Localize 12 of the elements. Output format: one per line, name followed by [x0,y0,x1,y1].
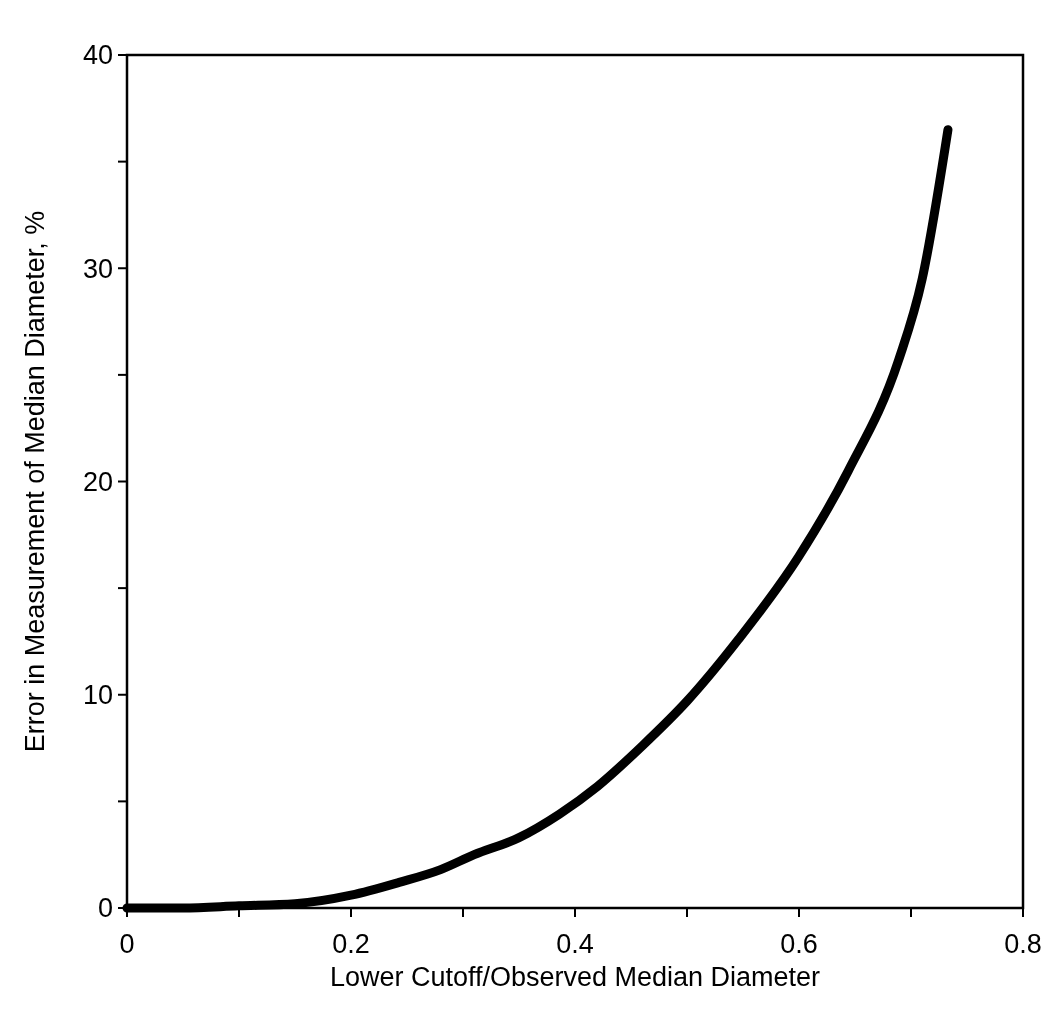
x-tick-label: 0.8 [1004,929,1042,959]
x-tick-label: 0 [119,929,135,959]
y-tick-label: 30 [82,253,113,284]
y-tick-label: 40 [82,40,113,71]
y-axis-title: Error in Measurement of Median Diameter, % [20,210,50,753]
x-tick-label: 0.4 [556,929,594,959]
x-tick-label: 0.6 [780,929,818,959]
y-tick-label: 20 [82,466,113,497]
x-tick-label: 0.2 [332,929,370,959]
x-axis-title: Lower Cutoff/Observed Median Diameter [329,962,821,992]
y-tick-label: 0 [97,893,113,924]
y-tick-label: 10 [82,680,113,711]
